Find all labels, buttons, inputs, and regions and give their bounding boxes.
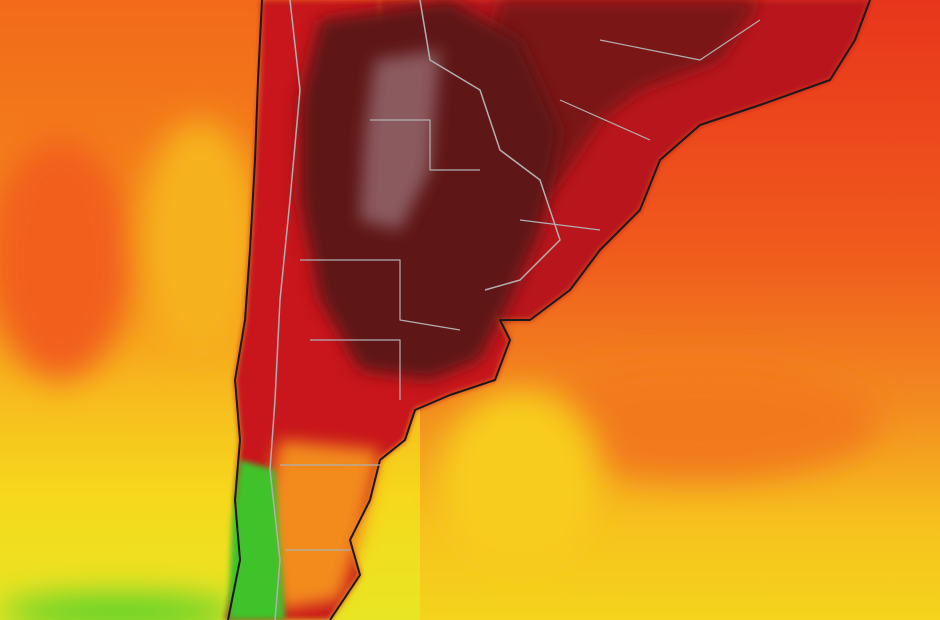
warm-patch — [0, 140, 130, 380]
country-border — [419, 0, 561, 291]
patagonia — [260, 440, 380, 610]
extreme-heat-core — [300, 0, 560, 380]
andes-border — [269, 0, 301, 620]
atlantic-coastline — [329, 0, 871, 620]
warm-patch — [140, 120, 260, 360]
warm-patch — [440, 390, 600, 570]
ocean-shading — [0, 120, 880, 620]
andes-cool-strip — [228, 460, 285, 620]
peak-heat-core — [360, 50, 440, 230]
cool-patch — [0, 596, 240, 620]
pacific-coastline — [227, 0, 263, 620]
warm-patch — [520, 360, 880, 480]
borders — [227, 0, 871, 620]
province-borders — [280, 19, 761, 551]
